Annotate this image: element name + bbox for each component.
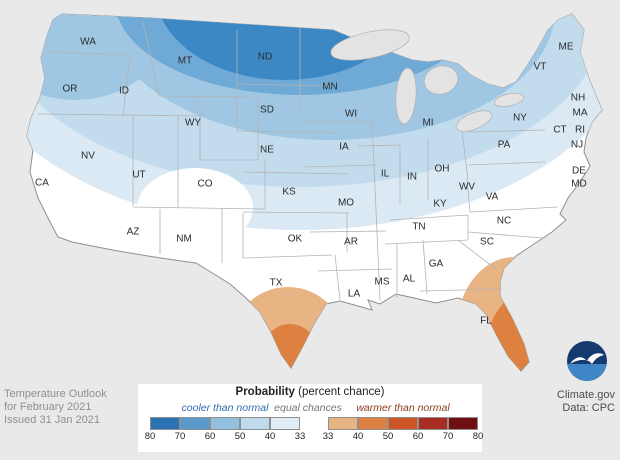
state-label-mi: MI [422, 117, 434, 129]
state-label-id: ID [119, 85, 129, 97]
state-label-pa: PA [497, 139, 511, 151]
state-label-tx: TX [269, 277, 283, 289]
state-label-mo: MO [337, 197, 355, 209]
state-label-ky: KY [433, 198, 447, 210]
state-label-nv: NV [81, 150, 95, 162]
state-label-nm: NM [176, 233, 192, 245]
warmer-scale-cell [448, 417, 478, 430]
source-attribution: Climate.gov Data: CPC [557, 389, 615, 415]
state-label-wv: WV [458, 181, 476, 193]
state-label-va: VA [485, 191, 499, 203]
map-caption: Temperature Outlook for February 2021 Is… [4, 388, 107, 427]
state-label-mt: MT [177, 55, 193, 67]
state-borders [37, 21, 559, 301]
state-label-nd: ND [257, 51, 273, 63]
state-label-wy: WY [184, 117, 202, 129]
cooler-color-scale [150, 417, 300, 430]
warmer-scale-cell [388, 417, 418, 430]
us-map: WA OR CA NV ID UT AZ MT WY CO NM ND SD N… [26, 13, 603, 372]
warmer-tick: 70 [442, 431, 454, 442]
noaa-seagull-icon [570, 353, 604, 364]
caption-line1: Temperature Outlook [4, 388, 107, 400]
cooler-tick: 60 [204, 431, 216, 442]
state-label-oh: OH [434, 163, 450, 175]
state-label-ar: AR [344, 236, 358, 248]
lake-superior-shape [330, 29, 410, 61]
state-label-me: ME [558, 41, 574, 53]
warmer-scale-cell [328, 417, 358, 430]
climate-gov-link[interactable]: Climate.gov [556, 389, 615, 401]
state-label-ks: KS [282, 186, 296, 198]
state-label-ok: OK [287, 233, 303, 245]
lake-michigan-shape [395, 67, 417, 125]
state-label-nj: NJ [570, 139, 584, 151]
state-label-sc: SC [480, 236, 494, 248]
state-label-fl: FL [480, 315, 492, 327]
probability-legend: Probability (percent chance) cooler than… [138, 384, 484, 452]
state-label-wa: WA [80, 36, 96, 48]
state-label-al: AL [402, 273, 416, 285]
warmer-scale-cell [358, 417, 388, 430]
caption-line3: Issued 31 Jan 2021 [4, 414, 101, 426]
state-label-ga: GA [428, 258, 444, 270]
state-label-de: DE [572, 165, 586, 177]
state-label-tn: TN [412, 221, 426, 233]
lake-huron-shape [423, 65, 459, 95]
cooler-tick: 33 [294, 431, 306, 442]
us-map-svg [26, 13, 603, 372]
state-label-ma: MA [572, 107, 588, 119]
great-lakes [330, 29, 525, 132]
state-label-ne: NE [260, 144, 274, 156]
legend-cooler-label: cooler than normal [181, 402, 269, 414]
cooler-tick: 40 [264, 431, 276, 442]
state-label-ca: CA [35, 177, 49, 189]
lake-ontario-shape [493, 93, 525, 107]
legend-warmer-label: warmer than normal [356, 402, 450, 414]
state-label-nc: NC [496, 215, 512, 227]
state-label-ut: UT [132, 169, 146, 181]
cooler-tick: 50 [234, 431, 246, 442]
cooler-scale-cell [180, 417, 210, 430]
warmer-tick: 60 [412, 431, 424, 442]
state-label-md: MD [571, 178, 587, 190]
state-label-nh: NH [570, 92, 586, 104]
lake-erie-shape [455, 110, 493, 132]
warmer-scale-cell [418, 417, 448, 430]
cooler-scale-cell [240, 417, 270, 430]
warmer-band-50-tx [257, 324, 323, 371]
warmer-tick: 50 [382, 431, 394, 442]
state-label-az: AZ [126, 226, 140, 238]
state-label-ia: IA [339, 141, 349, 153]
state-label-mn: MN [322, 81, 338, 93]
legend-title-main: Probability [235, 386, 295, 398]
cooler-tick: 70 [174, 431, 186, 442]
legend-equal-label: equal chances [274, 402, 342, 414]
legend-title: Probability (percent chance) [138, 386, 482, 398]
state-label-ri: RI [575, 124, 585, 136]
warmer-color-scale [328, 417, 478, 430]
cooler-scale-cell [270, 417, 300, 430]
state-label-sd: SD [260, 104, 274, 116]
state-label-or: OR [62, 83, 78, 95]
state-label-ct: CT [553, 124, 567, 136]
legend-title-suffix: (percent chance) [294, 386, 385, 398]
state-label-ms: MS [374, 276, 390, 288]
noaa-logo [567, 341, 607, 381]
warmer-tick: 80 [472, 431, 484, 442]
state-label-il: IL [380, 168, 390, 180]
cooler-scale-cell [150, 417, 180, 430]
warmer-tick: 40 [352, 431, 364, 442]
state-label-vt: VT [533, 61, 547, 73]
cooler-scale-cell [210, 417, 240, 430]
state-label-la: LA [347, 288, 361, 300]
state-label-co: CO [197, 178, 213, 190]
data-source-label: Data: CPC [562, 402, 615, 414]
state-label-ny: NY [513, 112, 527, 124]
cooler-tick: 80 [144, 431, 156, 442]
caption-line2: for February 2021 [4, 401, 92, 413]
warmer-tick: 33 [322, 431, 334, 442]
state-label-in: IN [407, 171, 417, 183]
state-label-wi: WI [344, 108, 358, 120]
